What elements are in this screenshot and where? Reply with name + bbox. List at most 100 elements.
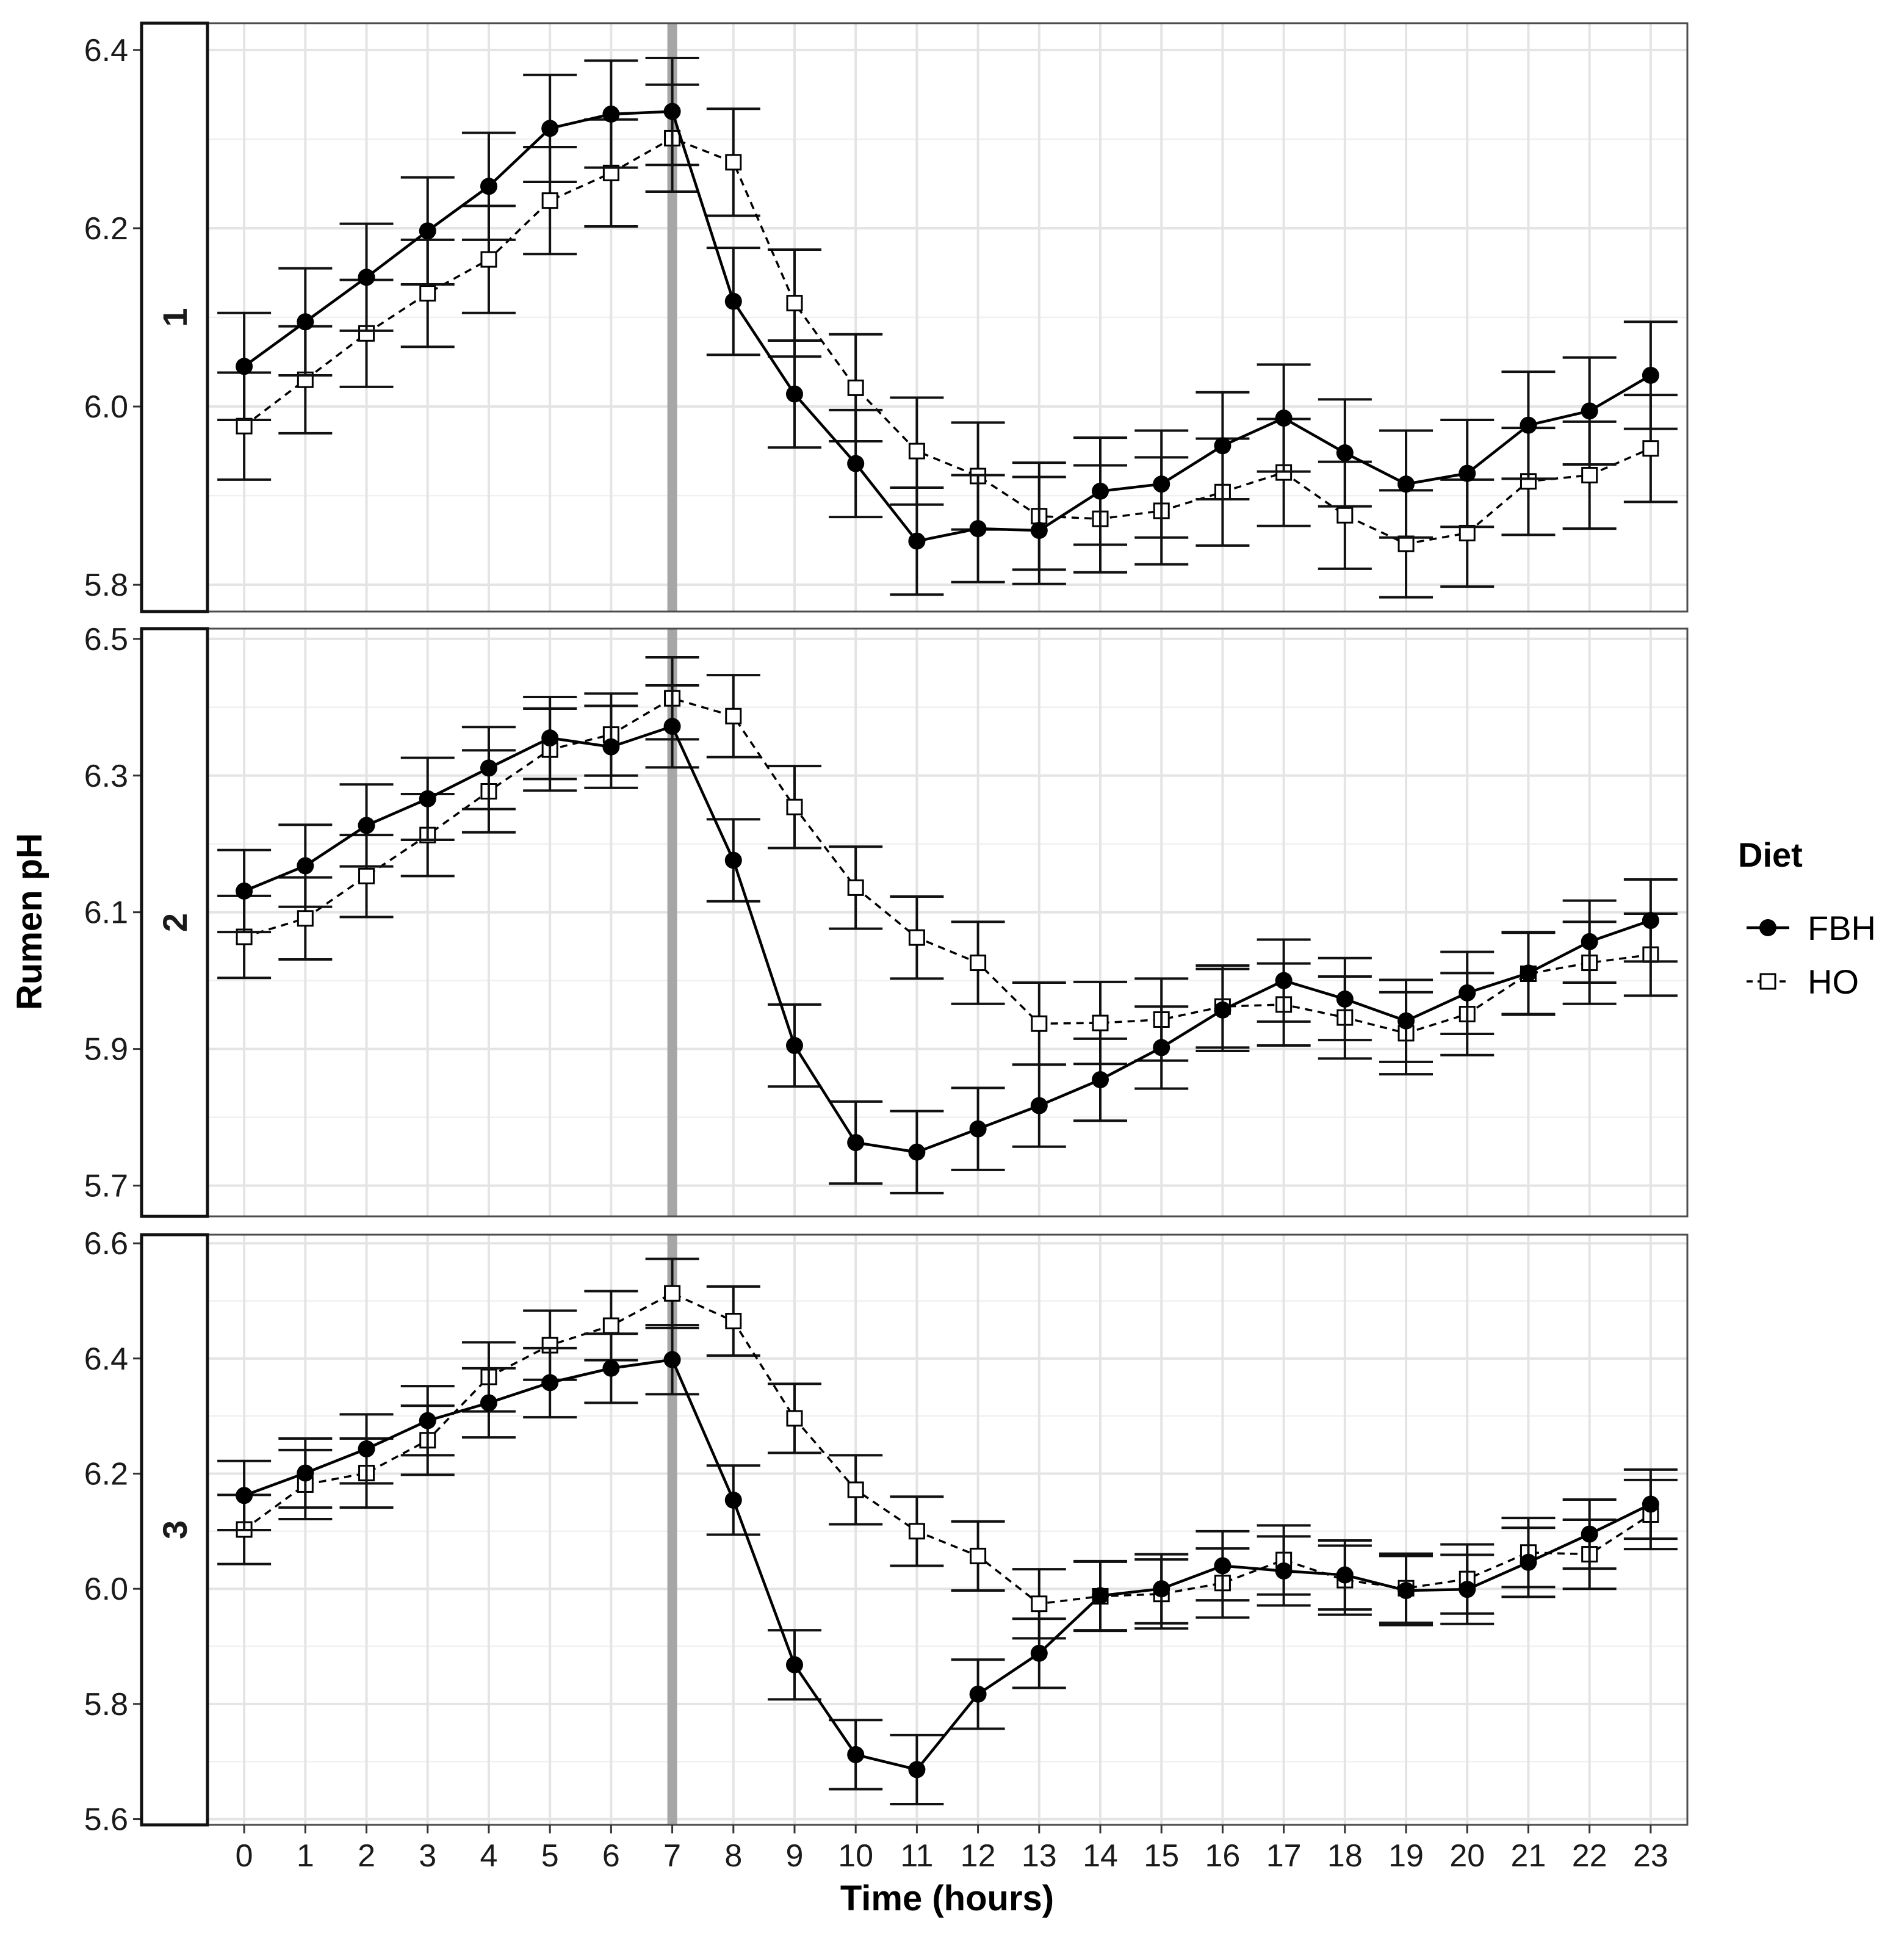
y-tick-label: 5.7 xyxy=(84,1169,128,1204)
data-point xyxy=(908,442,925,460)
x-tick-label: 11 xyxy=(900,1838,933,1874)
x-tick-label: 8 xyxy=(724,1838,742,1874)
data-point xyxy=(786,798,803,815)
data-point xyxy=(297,313,314,331)
series-fbh xyxy=(217,684,1678,1194)
data-point xyxy=(908,532,926,550)
data-point xyxy=(1153,1580,1170,1598)
data-point xyxy=(969,1120,987,1138)
data-point xyxy=(297,1464,314,1482)
legend-title: Diet xyxy=(1738,836,1803,874)
x-tick-label: 5 xyxy=(541,1838,559,1874)
data-point xyxy=(1030,1644,1048,1662)
x-tick-label: 18 xyxy=(1327,1838,1363,1874)
data-point xyxy=(725,707,742,724)
y-tick-label: 5.9 xyxy=(84,1032,128,1067)
x-tick-label: 20 xyxy=(1449,1838,1485,1874)
data-point xyxy=(602,105,620,123)
y-tick-label: 6.0 xyxy=(84,389,128,425)
data-point xyxy=(480,1394,497,1412)
data-point xyxy=(1030,1097,1048,1114)
data-point xyxy=(1581,933,1598,950)
data-point xyxy=(1030,522,1048,540)
data-point xyxy=(541,729,559,747)
data-point xyxy=(236,1487,253,1504)
data-point xyxy=(1642,366,1659,384)
x-tick-label: 23 xyxy=(1633,1838,1668,1874)
x-axis-title: Time (hours) xyxy=(840,1879,1054,1918)
series-line xyxy=(243,1292,1651,1605)
data-point xyxy=(419,790,436,807)
legend-entry-ho: HO xyxy=(1747,962,1859,1001)
data-point xyxy=(1459,1581,1476,1598)
data-point xyxy=(724,851,742,869)
data-point xyxy=(541,192,558,209)
data-point xyxy=(1336,507,1354,524)
y-axis-title: Rumen pH xyxy=(10,833,49,1010)
data-point xyxy=(297,910,314,927)
data-point xyxy=(786,295,803,312)
data-point xyxy=(358,1440,375,1457)
data-point xyxy=(1520,416,1537,434)
legend: Diet FBH HO xyxy=(1738,836,1876,1001)
data-point xyxy=(1642,912,1659,930)
data-point xyxy=(785,1037,803,1055)
series-line xyxy=(243,137,1651,545)
data-point xyxy=(419,222,436,240)
y-tick-label: 5.6 xyxy=(84,1802,128,1838)
data-point xyxy=(908,1523,925,1540)
data-point xyxy=(725,1313,742,1330)
panel-background xyxy=(207,629,1687,1216)
x-tick-label: 15 xyxy=(1144,1838,1179,1874)
data-point xyxy=(1581,402,1598,420)
data-point xyxy=(297,857,314,875)
y-tick-label: 5.8 xyxy=(84,568,128,603)
y-tick-label: 6.1 xyxy=(84,895,128,931)
data-point xyxy=(1214,437,1231,455)
y-tick-label: 6.6 xyxy=(84,1226,128,1262)
x-tick-label: 3 xyxy=(419,1838,436,1874)
strip-box xyxy=(140,1233,209,1827)
strip-label: 2 xyxy=(156,913,194,932)
panel-background xyxy=(207,1235,1687,1825)
x-tick-label: 17 xyxy=(1266,1838,1302,1874)
data-point xyxy=(1642,440,1659,457)
strip-label: 3 xyxy=(156,1520,194,1539)
data-point xyxy=(602,738,620,756)
data-point xyxy=(1336,444,1354,462)
data-point xyxy=(419,1412,436,1429)
data-point xyxy=(1092,1071,1109,1089)
data-point xyxy=(236,882,253,900)
data-point xyxy=(1092,482,1109,500)
data-point xyxy=(908,1761,926,1778)
data-point xyxy=(236,417,253,435)
data-point xyxy=(785,385,803,403)
series-fbh xyxy=(217,56,1678,596)
data-point xyxy=(480,759,497,777)
data-point xyxy=(847,1746,865,1763)
data-point xyxy=(1214,1557,1231,1575)
data-point xyxy=(847,379,864,396)
strip-label: 1 xyxy=(156,308,194,327)
data-point xyxy=(664,1285,681,1302)
data-point xyxy=(236,358,253,375)
data-point xyxy=(785,1656,803,1674)
strip-box xyxy=(140,627,209,1218)
data-point xyxy=(724,292,742,310)
data-point xyxy=(1642,1495,1659,1513)
x-axis: 0 1 2 3 4 5 6 7 8 9 10 11 12 13 14 15 16 17 18 19 20 21 22 23 xyxy=(236,1825,1668,1874)
x-tick-label: 13 xyxy=(1022,1838,1057,1874)
data-point xyxy=(1397,1582,1415,1600)
data-point xyxy=(663,103,681,120)
legend-marker xyxy=(1759,919,1776,936)
data-point xyxy=(358,817,375,834)
strip-box xyxy=(140,21,209,613)
data-point xyxy=(602,1317,619,1334)
data-point xyxy=(908,929,925,946)
data-point xyxy=(1214,1001,1231,1019)
data-point xyxy=(1581,1525,1598,1543)
data-point xyxy=(480,178,497,195)
data-point xyxy=(1520,964,1537,982)
x-tick-label: 21 xyxy=(1511,1838,1546,1874)
data-point xyxy=(969,520,987,538)
